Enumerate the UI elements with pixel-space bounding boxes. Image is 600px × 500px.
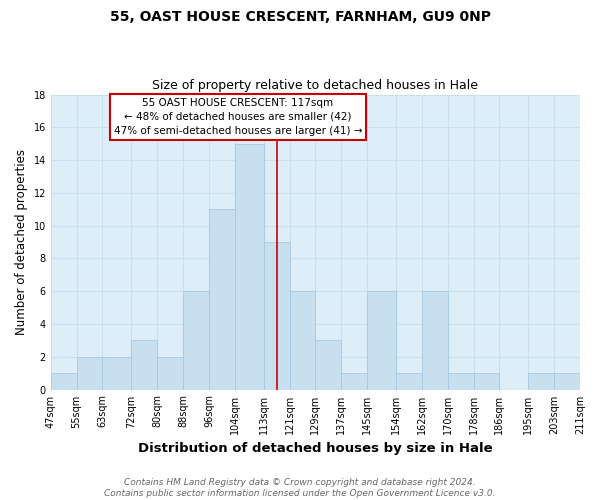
Bar bbox=[131, 340, 157, 390]
Bar bbox=[529, 373, 554, 390]
Bar bbox=[77, 357, 103, 390]
Bar bbox=[290, 291, 316, 390]
Title: Size of property relative to detached houses in Hale: Size of property relative to detached ho… bbox=[152, 79, 478, 92]
Bar bbox=[554, 373, 580, 390]
Bar bbox=[183, 291, 209, 390]
Text: Contains HM Land Registry data © Crown copyright and database right 2024.
Contai: Contains HM Land Registry data © Crown c… bbox=[104, 478, 496, 498]
Bar bbox=[316, 340, 341, 390]
Bar bbox=[103, 357, 131, 390]
Bar bbox=[341, 373, 367, 390]
Bar bbox=[473, 373, 499, 390]
Bar bbox=[422, 291, 448, 390]
Text: 55 OAST HOUSE CRESCENT: 117sqm
← 48% of detached houses are smaller (42)
47% of : 55 OAST HOUSE CRESCENT: 117sqm ← 48% of … bbox=[114, 98, 362, 136]
Bar bbox=[396, 373, 422, 390]
Bar bbox=[235, 144, 264, 390]
Bar bbox=[157, 357, 183, 390]
Bar bbox=[264, 242, 290, 390]
X-axis label: Distribution of detached houses by size in Hale: Distribution of detached houses by size … bbox=[138, 442, 493, 455]
Bar bbox=[209, 210, 235, 390]
Bar bbox=[367, 291, 396, 390]
Text: 55, OAST HOUSE CRESCENT, FARNHAM, GU9 0NP: 55, OAST HOUSE CRESCENT, FARNHAM, GU9 0N… bbox=[110, 10, 491, 24]
Bar bbox=[448, 373, 473, 390]
Y-axis label: Number of detached properties: Number of detached properties bbox=[15, 149, 28, 335]
Bar bbox=[51, 373, 77, 390]
